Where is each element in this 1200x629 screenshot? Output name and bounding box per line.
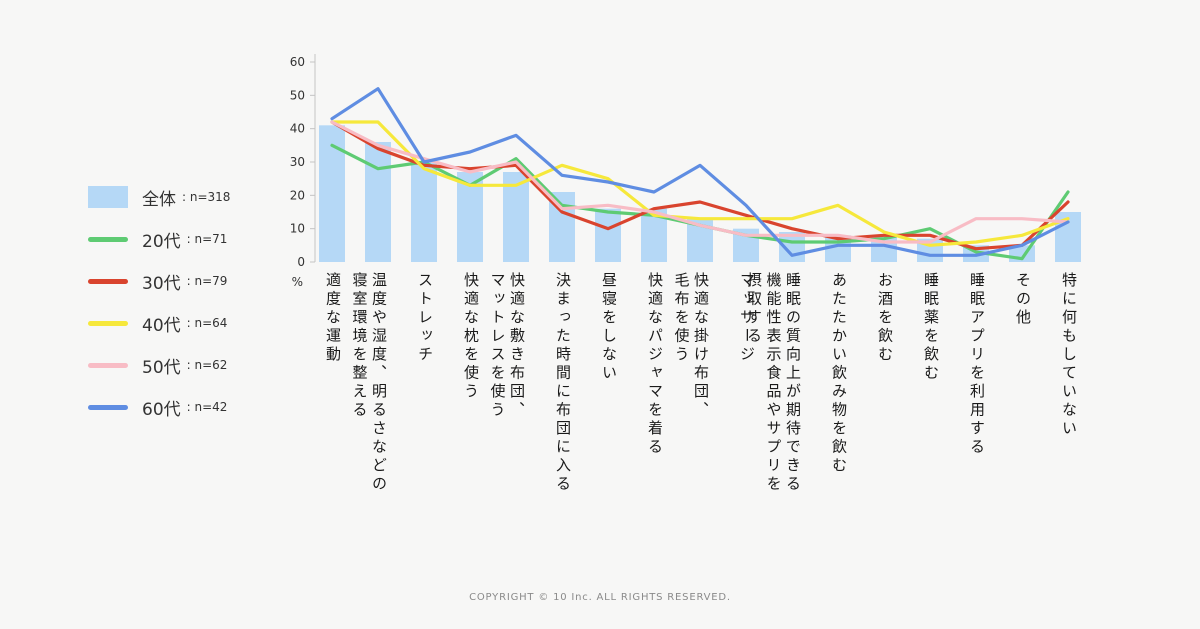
legend-count: : n=64 <box>186 316 228 330</box>
legend-name: 60代 <box>142 399 181 420</box>
bar-全体 <box>641 208 667 262</box>
trend-line-20代 <box>330 143 1070 261</box>
x-axis-label: 昼寝をしない <box>600 272 618 383</box>
legend-count: : n=318 <box>182 190 231 204</box>
legend-line-swatch <box>88 278 128 284</box>
x-axis-label: 適度な運動 <box>324 272 342 365</box>
legend-item-30代: 30代 : n=79 <box>88 270 230 294</box>
bar-全体 <box>595 208 621 262</box>
x-axis-label: その他 <box>1014 272 1032 328</box>
x-axis-label: 睡眠アプリを利用する <box>968 272 986 457</box>
legend-line-swatch <box>88 362 128 368</box>
x-axis-label: 特に何もしていない <box>1060 272 1078 439</box>
legend-item-50代: 50代 : n=62 <box>88 354 230 378</box>
bar-全体 <box>411 162 437 262</box>
bar-全体 <box>687 218 713 262</box>
legend-name: 全体 <box>142 189 176 210</box>
bar-全体 <box>549 192 575 262</box>
x-axis-label: 温度や湿度、明るさなどの 寝室環境を整える <box>350 272 389 494</box>
legend-count: : n=79 <box>186 274 228 288</box>
legend-name: 40代 <box>142 315 181 336</box>
bar-全体 <box>871 235 897 262</box>
trend-line-50代 <box>330 120 1070 244</box>
x-axis-label: あたたかい飲み物を飲む <box>830 272 848 476</box>
x-axis-label: 睡眠の質向上が期待できる 機能性表示食品やサプリを 摂取する <box>745 272 802 494</box>
bar-全体 <box>503 172 529 262</box>
bar-全体 <box>917 238 943 262</box>
x-axis-label: 快適な敷き布団、 マットレスを使う <box>488 272 527 420</box>
bar-全体 <box>779 232 805 262</box>
bar-全体 <box>1009 245 1035 262</box>
legend-name: 20代 <box>142 231 181 252</box>
legend-name: 30代 <box>142 273 181 294</box>
x-axis-label: ストレッチ <box>416 272 434 365</box>
legend-line-swatch <box>88 236 128 242</box>
legend-count: : n=62 <box>186 358 228 372</box>
copyright-footer: COPYRIGHT © 10 Inc. ALL RIGHTS RESERVED. <box>469 592 731 603</box>
legend-item-60代: 60代 : n=42 <box>88 396 230 420</box>
legend-count: : n=71 <box>186 232 228 246</box>
bar-全体 <box>1055 212 1081 262</box>
legend-item-20代: 20代 : n=71 <box>88 228 230 252</box>
bar-全体 <box>319 125 345 262</box>
legend-item-40代: 40代 : n=64 <box>88 312 230 336</box>
legend-bar-swatch <box>88 186 128 208</box>
x-axis-label: 快適な掛け布団、 毛布を使う <box>672 272 711 420</box>
y-tick-label: 30 <box>290 155 305 169</box>
y-tick-label: 50 <box>290 88 305 102</box>
y-axis-unit-label: % <box>292 275 303 289</box>
x-axis-label: 快適なパジャマを着る <box>646 272 664 457</box>
bar-全体 <box>963 245 989 262</box>
x-axis-label: マッサージ <box>738 272 756 365</box>
x-axis-label: 決まった時間に布団に入る <box>554 272 572 494</box>
y-tick-label: 40 <box>290 122 305 136</box>
x-axis-label: 快適な枕を使う <box>462 272 480 402</box>
y-tick-label: 0 <box>297 255 305 269</box>
y-tick-label: 60 <box>290 55 305 69</box>
bar-全体 <box>733 228 759 262</box>
x-axis-label: お酒を飲む <box>876 272 894 365</box>
legend-item-全体: 全体 : n=318 <box>88 186 231 210</box>
y-tick-label: 10 <box>290 222 305 236</box>
trend-line-30代 <box>330 120 1070 251</box>
bar-全体 <box>825 235 851 262</box>
trend-line-60代 <box>330 87 1070 257</box>
legend-line-swatch <box>88 404 128 410</box>
trend-line-40代 <box>330 120 1070 247</box>
legend-count: : n=42 <box>186 400 228 414</box>
bar-全体 <box>457 172 483 262</box>
y-tick-label: 20 <box>290 188 305 202</box>
x-axis-label: 睡眠薬を飲む <box>922 272 940 383</box>
legend-name: 50代 <box>142 357 181 378</box>
bar-全体 <box>365 142 391 262</box>
chart-legend: 全体 : n=318 20代 : n=71 30代 : n=79 40代 : n=64 50代:… <box>88 186 231 420</box>
legend-line-swatch <box>88 320 128 326</box>
